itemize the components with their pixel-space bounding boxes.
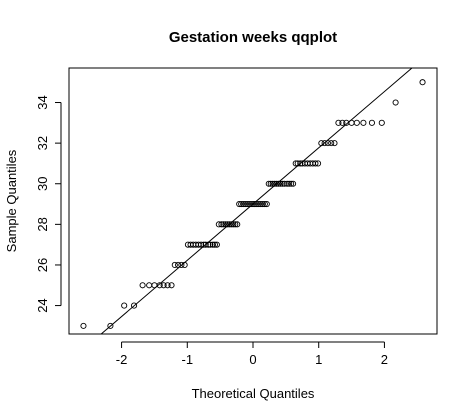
data-points <box>80 79 426 329</box>
data-point <box>236 200 243 208</box>
x-tick-label: 1 <box>315 352 322 367</box>
y-tick-label: 24 <box>35 298 50 312</box>
data-point <box>315 160 322 167</box>
x-tick-label: 2 <box>381 352 388 367</box>
data-point <box>284 180 291 187</box>
data-point <box>222 221 229 228</box>
chart-title: Gestation weeks qqplot <box>169 29 337 46</box>
data-point <box>392 99 399 106</box>
x-tick-label: -1 <box>182 352 194 367</box>
data-point <box>242 200 249 208</box>
data-point <box>121 302 128 309</box>
x-tick-label: 0 <box>249 352 256 367</box>
data-point <box>273 180 280 187</box>
data-point <box>339 119 346 126</box>
data-point <box>215 221 222 228</box>
data-point <box>224 221 231 228</box>
data-point <box>175 261 182 269</box>
data-point <box>288 180 295 187</box>
data-point <box>178 261 185 269</box>
data-point <box>360 119 367 126</box>
data-point <box>378 119 385 126</box>
data-point <box>244 200 251 208</box>
data-point <box>240 200 247 208</box>
y-tick-label: 34 <box>35 95 50 109</box>
data-point <box>228 221 235 228</box>
data-point <box>205 241 212 248</box>
y-tick-label: 28 <box>35 217 50 231</box>
data-point <box>318 140 325 147</box>
data-point <box>234 221 241 228</box>
data-point <box>261 200 268 208</box>
data-point <box>200 241 207 248</box>
data-point <box>294 160 301 167</box>
data-point <box>251 200 259 208</box>
data-point <box>246 200 253 208</box>
data-point <box>230 221 237 228</box>
data-point <box>232 221 239 228</box>
y-tick-label: 30 <box>35 177 50 191</box>
data-point <box>160 282 167 289</box>
data-point <box>213 241 220 248</box>
data-point <box>181 261 188 269</box>
data-point <box>292 160 299 167</box>
data-point <box>353 119 360 126</box>
data-point <box>277 180 284 187</box>
data-point <box>209 241 216 248</box>
data-point <box>249 200 257 208</box>
data-point <box>259 200 266 208</box>
data-point <box>286 180 293 187</box>
data-point <box>207 241 214 248</box>
data-point <box>281 180 288 187</box>
data-point <box>80 322 87 329</box>
data-point <box>331 140 338 147</box>
plot-frame <box>68 67 438 335</box>
data-point <box>238 200 245 208</box>
data-point <box>131 302 138 309</box>
data-point <box>168 282 175 289</box>
data-point <box>139 282 146 289</box>
data-point <box>419 79 426 86</box>
data-point <box>107 322 114 329</box>
data-point <box>267 180 274 187</box>
data-point <box>220 221 227 228</box>
data-point <box>271 180 278 187</box>
data-point <box>211 241 218 248</box>
data-point <box>263 200 270 208</box>
data-point <box>247 200 255 208</box>
data-point <box>226 221 233 228</box>
y-tick-label: 32 <box>35 136 50 150</box>
data-point <box>198 241 205 248</box>
data-point <box>253 200 260 208</box>
reference-line <box>100 68 413 334</box>
data-point <box>265 180 272 187</box>
x-axis: -2 -1 0 1 2 <box>116 341 388 367</box>
data-point <box>257 200 264 208</box>
data-point <box>218 221 225 228</box>
data-point <box>279 180 286 187</box>
y-tick-label: 26 <box>35 258 50 272</box>
data-point <box>269 180 276 187</box>
data-point <box>202 241 209 248</box>
data-point <box>171 261 178 269</box>
data-point <box>312 160 319 167</box>
data-point <box>324 140 331 147</box>
x-tick-label: -2 <box>116 352 128 367</box>
data-point <box>321 140 328 147</box>
y-axis-label: Sample Quantiles <box>4 149 19 252</box>
data-point <box>275 180 282 187</box>
x-axis-label: Theoretical Quantiles <box>192 386 315 401</box>
data-point <box>368 119 375 126</box>
data-point <box>335 119 342 126</box>
data-point <box>156 282 163 289</box>
data-point <box>255 200 262 208</box>
y-axis: 24 26 28 30 32 34 <box>35 95 62 313</box>
data-point <box>164 282 171 289</box>
data-point <box>297 160 304 167</box>
data-point <box>328 140 335 147</box>
data-point <box>290 180 297 187</box>
